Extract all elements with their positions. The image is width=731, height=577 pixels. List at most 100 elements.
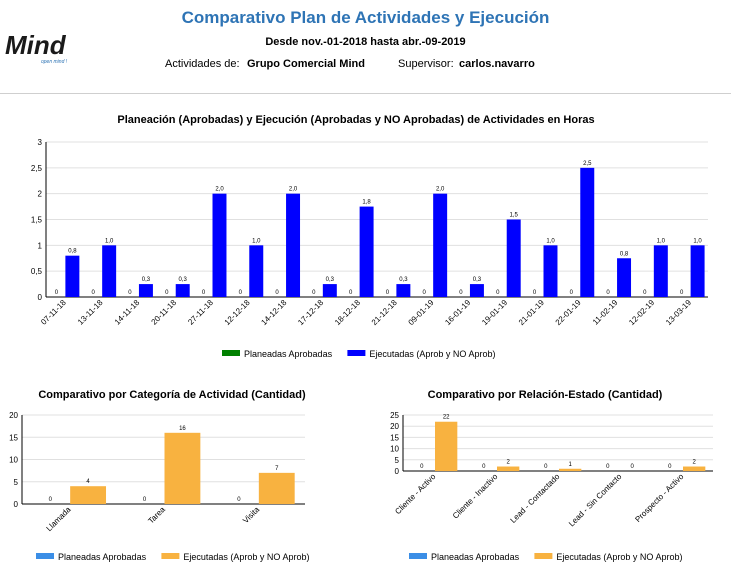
legend-label: Planeadas Aprobadas bbox=[244, 349, 333, 359]
x-tick-label: 14-11-18 bbox=[113, 298, 142, 327]
bar-executed bbox=[138, 284, 153, 297]
bar-executed bbox=[433, 193, 448, 297]
data-label: 0 bbox=[544, 464, 548, 470]
chart-title: Planeación (Aprobadas) y Ejecución (Apro… bbox=[117, 114, 594, 126]
data-label: 0 bbox=[668, 464, 672, 470]
data-label: 0 bbox=[237, 497, 241, 503]
legend-label: Planeadas Aprobadas bbox=[431, 552, 520, 562]
y-tick-label: 10 bbox=[390, 445, 399, 454]
legend-swatch bbox=[36, 553, 54, 559]
y-tick-label: 15 bbox=[9, 433, 18, 442]
y-tick-label: 2 bbox=[38, 190, 43, 199]
bar-executed bbox=[249, 245, 264, 297]
legend-swatch bbox=[347, 350, 366, 356]
data-label: 4 bbox=[86, 479, 90, 485]
data-label: 2 bbox=[506, 460, 510, 466]
y-tick-label: 0 bbox=[395, 467, 400, 476]
legend-swatch bbox=[222, 350, 240, 356]
data-label: 0 bbox=[349, 290, 353, 296]
data-label: 0 bbox=[275, 290, 279, 296]
legend-label: Ejecutadas (Aprob y NO Aprob) bbox=[369, 349, 495, 359]
data-label: 0 bbox=[420, 464, 424, 470]
mind-logo: Mind open mind ! bbox=[5, 30, 68, 65]
y-tick-label: 1,5 bbox=[31, 216, 43, 225]
y-tick-label: 3 bbox=[38, 138, 43, 147]
data-label: 1,8 bbox=[362, 200, 371, 206]
data-label: 0 bbox=[423, 290, 427, 296]
bar-executed bbox=[690, 245, 705, 297]
data-label: 1,0 bbox=[546, 238, 555, 244]
data-label: 2,0 bbox=[215, 187, 224, 193]
data-label: 0 bbox=[49, 497, 53, 503]
x-tick-label: 16-01-19 bbox=[443, 298, 472, 327]
bar-executed bbox=[65, 255, 80, 297]
legend-swatch bbox=[161, 553, 180, 559]
data-label: 0 bbox=[128, 290, 132, 296]
x-tick-label: Cliente - Inactivo bbox=[451, 472, 500, 521]
y-tick-label: 15 bbox=[390, 433, 399, 442]
y-tick-label: 5 bbox=[14, 478, 19, 487]
bar-executed bbox=[70, 486, 107, 504]
header-divider bbox=[0, 93, 731, 94]
bar-executed bbox=[506, 219, 521, 297]
x-tick-label: 13-11-18 bbox=[76, 298, 105, 327]
y-tick-label: 10 bbox=[9, 456, 18, 465]
data-label: 0 bbox=[606, 290, 610, 296]
y-tick-label: 0 bbox=[38, 293, 43, 302]
data-label: 0,8 bbox=[68, 249, 77, 255]
bar-executed bbox=[683, 466, 706, 471]
data-label: 0 bbox=[143, 497, 147, 503]
x-tick-label: 11-02-19 bbox=[591, 298, 620, 327]
supervisor-label: Supervisor: bbox=[398, 58, 454, 70]
x-tick-label: 07-11-18 bbox=[39, 298, 68, 327]
bar-executed bbox=[212, 193, 227, 297]
y-tick-label: 25 bbox=[390, 411, 399, 420]
bar-executed bbox=[359, 206, 374, 297]
x-tick-label: Prospecto - Activo bbox=[633, 472, 685, 524]
bar-executed bbox=[543, 245, 558, 297]
y-tick-label: 1 bbox=[38, 241, 43, 250]
x-tick-label: Visita bbox=[241, 505, 261, 525]
y-tick-label: 20 bbox=[9, 411, 18, 420]
data-label: 1,0 bbox=[693, 238, 702, 244]
x-tick-label: Lead - Sin Contacto bbox=[567, 472, 624, 529]
bar-executed bbox=[164, 432, 201, 504]
data-label: 2,0 bbox=[436, 187, 445, 193]
y-tick-label: 2,5 bbox=[31, 164, 43, 173]
data-label: 0,8 bbox=[620, 251, 629, 257]
logo-text: Mind bbox=[5, 30, 67, 60]
x-tick-label: 19-01-19 bbox=[480, 298, 509, 327]
data-label: 0 bbox=[202, 290, 206, 296]
data-label: 0 bbox=[55, 290, 59, 296]
y-tick-label: 0 bbox=[14, 500, 19, 509]
bar-executed bbox=[175, 284, 190, 297]
data-label: 0 bbox=[92, 290, 96, 296]
data-label: 0,3 bbox=[473, 277, 482, 283]
data-label: 2,0 bbox=[289, 187, 298, 193]
bar-executed bbox=[469, 284, 484, 297]
x-tick-label: Llamada bbox=[45, 505, 73, 533]
x-tick-label: 21-12-18 bbox=[370, 298, 399, 327]
data-label: 0 bbox=[606, 464, 610, 470]
x-tick-label: Tarea bbox=[146, 505, 167, 526]
supervisor-value: carlos.navarro bbox=[459, 58, 535, 70]
date-range: Desde nov.-01-2018 hasta abr.-09-2019 bbox=[265, 36, 466, 48]
data-label: 0 bbox=[482, 464, 486, 470]
bar-executed bbox=[617, 258, 632, 297]
data-label: 0,3 bbox=[399, 277, 408, 283]
x-tick-label: 13-03-19 bbox=[664, 298, 693, 327]
data-label: 0,3 bbox=[142, 277, 151, 283]
data-label: 0 bbox=[386, 290, 390, 296]
y-tick-label: 20 bbox=[390, 422, 399, 431]
data-label: 0 bbox=[165, 290, 169, 296]
x-tick-label: 09-01-19 bbox=[407, 298, 436, 327]
data-label: 0,3 bbox=[179, 277, 188, 283]
data-label: 0,3 bbox=[326, 277, 335, 283]
main-hours-chart: Planeación (Aprobadas) y Ejecución (Apro… bbox=[31, 114, 708, 359]
legend-swatch bbox=[534, 553, 553, 559]
bar-executed bbox=[396, 284, 411, 297]
data-label: 16 bbox=[179, 426, 186, 432]
data-label: 0 bbox=[570, 290, 574, 296]
data-label: 7 bbox=[275, 466, 279, 472]
data-label: 1,0 bbox=[252, 238, 261, 244]
